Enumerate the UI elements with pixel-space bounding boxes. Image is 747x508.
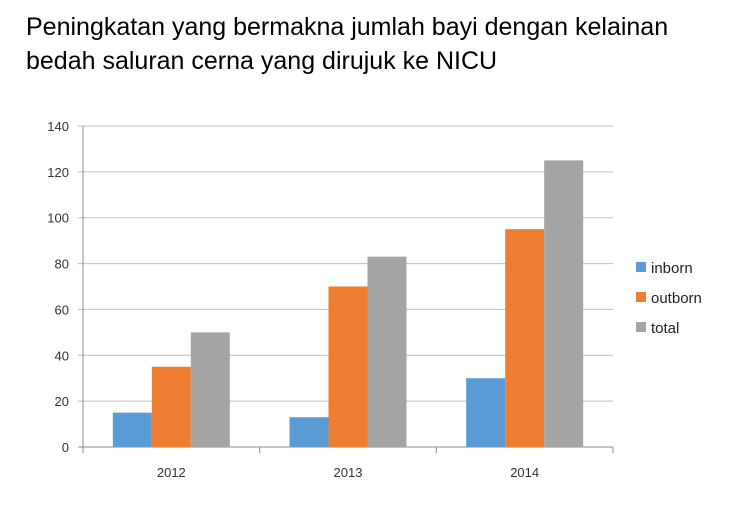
x-tick-label: 2014: [510, 465, 539, 480]
legend-swatch-inborn: [636, 262, 646, 272]
x-tick-label: 2012: [157, 465, 186, 480]
chart-title-line-1: Peningkatan yang bermakna jumlah bayi de…: [26, 13, 669, 41]
chart-title: Peningkatan yang bermakna jumlah bayi de…: [26, 10, 736, 78]
legend-label-inborn: inborn: [651, 260, 693, 277]
y-tick-label: 140: [47, 119, 69, 134]
y-tick-label: 80: [55, 257, 69, 272]
legend-swatch-outborn: [636, 292, 646, 302]
legend-label-outborn: outborn: [651, 290, 702, 307]
x-tick-label: 2013: [334, 465, 363, 480]
y-tick-label: 60: [55, 302, 69, 317]
bar-inborn-2013: [289, 417, 329, 447]
chart-title-line-2: bedah saluran cerna yang dirujuk ke NICU: [26, 47, 498, 75]
bar-outborn-2014: [505, 229, 545, 447]
bar-outborn-2013: [328, 286, 368, 447]
legend-label-total: total: [651, 320, 679, 337]
y-tick-label: 100: [47, 211, 69, 226]
bar-inborn-2014: [466, 378, 506, 447]
y-tick-label: 120: [47, 165, 69, 180]
y-tick-label: 40: [55, 348, 69, 363]
y-tick-label: 0: [62, 440, 69, 455]
y-tick-label: 20: [55, 394, 69, 409]
bar-inborn-2012: [112, 412, 152, 447]
bar-outborn-2012: [151, 366, 191, 447]
bar-total-2012: [190, 332, 230, 447]
legend-swatch-total: [636, 322, 646, 332]
bar-total-2013: [367, 256, 407, 447]
bar-total-2014: [544, 160, 584, 447]
